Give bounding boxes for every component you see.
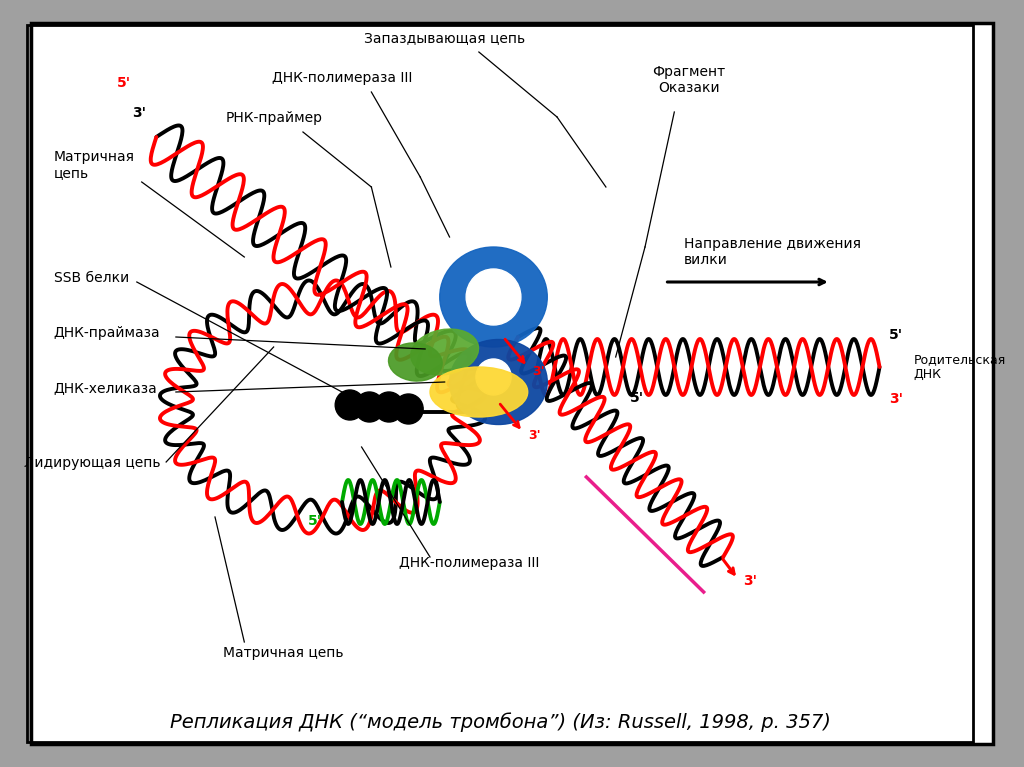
Circle shape bbox=[375, 392, 403, 422]
Text: Репликация ДНК (“модель тромбона”) (Из: Russell, 1998, p. 357): Репликация ДНК (“модель тромбона”) (Из: … bbox=[170, 712, 830, 732]
Text: ДНК-хеликаза: ДНК-хеликаза bbox=[53, 381, 158, 395]
Text: Родительская
ДНК: Родительская ДНК bbox=[913, 353, 1006, 381]
Text: 5': 5' bbox=[308, 514, 322, 528]
Text: 3': 3' bbox=[889, 392, 903, 406]
Circle shape bbox=[476, 359, 511, 395]
Ellipse shape bbox=[430, 367, 527, 417]
Text: 3': 3' bbox=[527, 429, 541, 442]
Text: Матричная цепь: Матричная цепь bbox=[223, 646, 344, 660]
Text: Запаздывающая цепь: Запаздывающая цепь bbox=[365, 31, 525, 45]
Text: 5': 5' bbox=[889, 328, 903, 342]
Text: ДНК-праймаза: ДНК-праймаза bbox=[53, 326, 161, 340]
Text: ДНК-полимераза III: ДНК-полимераза III bbox=[271, 71, 413, 85]
Ellipse shape bbox=[388, 343, 442, 381]
Ellipse shape bbox=[411, 329, 478, 375]
Text: SSB белки: SSB белки bbox=[53, 271, 129, 285]
Text: 3': 3' bbox=[742, 574, 757, 588]
Text: 3': 3' bbox=[532, 365, 545, 378]
Circle shape bbox=[394, 394, 423, 424]
Text: 3': 3' bbox=[132, 106, 146, 120]
Circle shape bbox=[354, 392, 384, 422]
Ellipse shape bbox=[439, 247, 547, 347]
Text: 5': 5' bbox=[118, 76, 131, 90]
Ellipse shape bbox=[450, 340, 547, 424]
Text: Направление движения
вилки: Направление движения вилки bbox=[684, 237, 861, 267]
Circle shape bbox=[466, 269, 521, 325]
Text: Фрагмент
Оказаки: Фрагмент Оказаки bbox=[652, 64, 726, 95]
Text: Лидирующая цепь: Лидирующая цепь bbox=[25, 456, 161, 470]
Circle shape bbox=[335, 390, 365, 420]
Text: Матричная
цепь: Матричная цепь bbox=[53, 150, 135, 180]
Text: 5': 5' bbox=[631, 391, 644, 405]
Text: РНК-праймер: РНК-праймер bbox=[225, 111, 323, 125]
Text: ДНК-полимераза III: ДНК-полимераза III bbox=[399, 556, 540, 570]
